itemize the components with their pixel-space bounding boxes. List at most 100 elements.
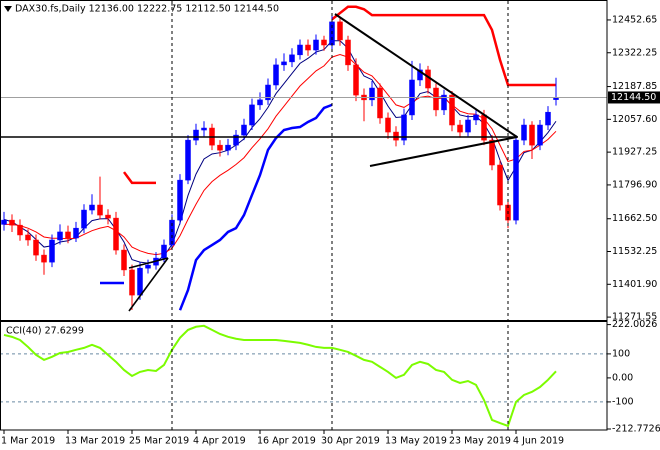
y-tick-label: 12452.65 bbox=[612, 14, 657, 25]
candle-body bbox=[529, 124, 535, 146]
candle-body bbox=[513, 139, 519, 221]
x-tick-label: 16 Apr 2019 bbox=[257, 436, 316, 447]
candle-body bbox=[393, 131, 399, 141]
candle-body bbox=[89, 204, 95, 211]
cci-title: CCI(40) 27.6299 bbox=[6, 326, 84, 337]
y-tick-label: 12187.85 bbox=[612, 81, 657, 92]
y-tick-label: 100 bbox=[612, 348, 630, 359]
indicator-line bbox=[122, 171, 156, 185]
candle-body bbox=[185, 139, 191, 181]
candle-body bbox=[273, 64, 279, 86]
candle-body bbox=[353, 64, 359, 96]
indicator-line bbox=[3, 40, 557, 264]
candle-body bbox=[457, 124, 463, 133]
candle-body bbox=[385, 117, 391, 133]
y-tick-label: -212.7726 bbox=[612, 423, 660, 434]
candle-body bbox=[369, 87, 375, 101]
chart-title: DAX30.fs,Daily 12136.00 12222.75 12112.5… bbox=[15, 4, 279, 15]
current-price-box bbox=[608, 91, 660, 104]
x-tick-label: 30 Apr 2019 bbox=[321, 436, 380, 447]
y-tick-label: 222.0026 bbox=[612, 319, 657, 330]
candle-body bbox=[1, 219, 7, 225]
trend-line bbox=[128, 257, 169, 269]
candle-body bbox=[377, 87, 383, 119]
candle-body bbox=[217, 144, 223, 151]
y-tick-label: 12322.25 bbox=[612, 47, 657, 58]
candle-body bbox=[177, 179, 183, 221]
candle-body bbox=[401, 114, 407, 141]
candle-body bbox=[129, 269, 135, 296]
y-tick-label: 11271.55 bbox=[612, 312, 657, 323]
x-tick-label: 13 May 2019 bbox=[385, 436, 447, 447]
main-panel-border bbox=[0, 0, 608, 321]
candle-body bbox=[449, 94, 455, 126]
candle-body bbox=[25, 234, 31, 241]
y-tick-label: 11401.90 bbox=[612, 279, 657, 290]
candle-body bbox=[193, 129, 199, 141]
candle-body bbox=[233, 134, 239, 146]
candle-body bbox=[81, 209, 87, 229]
candle-body bbox=[113, 217, 119, 251]
candle-body bbox=[105, 214, 111, 219]
candle-body bbox=[145, 264, 151, 269]
candle-body bbox=[537, 124, 543, 146]
candle-body bbox=[489, 139, 495, 166]
title-icon bbox=[4, 6, 12, 12]
candle-body bbox=[473, 114, 479, 121]
candle-body bbox=[417, 69, 423, 81]
trend-line bbox=[128, 257, 169, 312]
candle-body bbox=[433, 87, 439, 111]
candle-body bbox=[249, 104, 255, 126]
y-tick-label: 12057.60 bbox=[612, 114, 657, 125]
candle-body bbox=[305, 44, 311, 51]
indicator-line bbox=[4, 54, 557, 256]
candle-body bbox=[265, 84, 271, 101]
candle-body bbox=[345, 39, 351, 66]
candle-body bbox=[465, 119, 471, 133]
cci-line bbox=[3, 324, 557, 428]
x-tick-label: 25 Mar 2019 bbox=[129, 436, 189, 447]
candle-body bbox=[169, 219, 175, 246]
candle-body bbox=[321, 39, 327, 46]
y-tick-label: -100 bbox=[612, 396, 634, 407]
candle-body bbox=[281, 61, 287, 66]
candle-body bbox=[137, 267, 143, 296]
candle-body bbox=[121, 249, 127, 271]
y-tick-label: 11532.25 bbox=[612, 246, 657, 257]
x-tick-label: 1 Mar 2019 bbox=[1, 436, 55, 447]
candle-body bbox=[33, 239, 39, 256]
candle-body bbox=[9, 219, 15, 226]
candle-body bbox=[441, 94, 447, 111]
cci-panel-border bbox=[0, 321, 608, 431]
x-tick-label: 4 Apr 2019 bbox=[193, 436, 246, 447]
candle-body bbox=[161, 244, 167, 259]
candle-body bbox=[73, 227, 79, 239]
marks bbox=[0, 5, 607, 428]
y-tick-label: 11796.90 bbox=[612, 179, 657, 190]
candle-body bbox=[57, 231, 63, 241]
y-tick-label: 0.00 bbox=[612, 372, 633, 383]
candle-body bbox=[201, 127, 207, 131]
y-tick-label: 11662.50 bbox=[612, 213, 657, 224]
candle-body bbox=[41, 254, 47, 263]
y-tick-label: 11927.25 bbox=[612, 147, 657, 158]
indicator-line bbox=[178, 103, 333, 311]
trend-line bbox=[369, 136, 518, 167]
indicator-line bbox=[331, 5, 556, 87]
candle-body bbox=[257, 99, 263, 106]
candle-body bbox=[497, 164, 503, 206]
candle-body bbox=[337, 21, 343, 41]
x-tick-label: 4 Jun 2019 bbox=[513, 436, 564, 447]
candle-body bbox=[521, 124, 527, 141]
candle-body bbox=[49, 239, 55, 263]
current-price-label: 12144.50 bbox=[611, 92, 656, 103]
x-tick-label: 23 May 2019 bbox=[449, 436, 511, 447]
x-tick-label: 13 Mar 2019 bbox=[65, 436, 125, 447]
trend-line bbox=[334, 13, 518, 138]
candle-body bbox=[17, 224, 23, 236]
candle-body bbox=[225, 144, 231, 151]
candle-body bbox=[241, 124, 247, 136]
candle-body bbox=[65, 231, 71, 239]
overlay bbox=[0, 0, 608, 431]
